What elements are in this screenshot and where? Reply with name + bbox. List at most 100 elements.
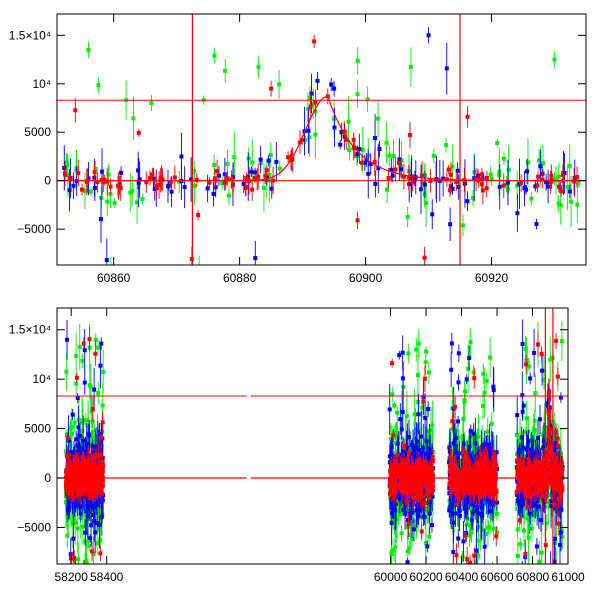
data-point-green xyxy=(481,371,486,376)
data-point-green xyxy=(527,364,532,369)
data-point-green xyxy=(365,97,370,102)
data-point-green xyxy=(390,392,395,397)
data-point-red xyxy=(480,188,485,193)
data-point-red xyxy=(102,177,107,182)
data-point-red xyxy=(501,183,506,188)
data-point-red xyxy=(264,168,269,173)
data-point-red xyxy=(230,183,235,188)
data-point-green xyxy=(307,95,312,100)
data-point-blue xyxy=(479,497,484,502)
data-point-green xyxy=(419,515,424,520)
data-point-green xyxy=(418,585,422,589)
data-point-blue xyxy=(545,401,550,406)
data-point-green xyxy=(406,351,411,356)
data-point-green xyxy=(420,405,425,410)
data-point-blue xyxy=(486,493,491,498)
data-point-blue xyxy=(95,444,100,449)
data-point-blue xyxy=(88,536,93,541)
data-point-blue xyxy=(475,585,479,589)
series-green xyxy=(64,47,581,265)
data-point-blue xyxy=(515,498,520,503)
data-point-blue xyxy=(455,168,460,173)
data-point-blue xyxy=(450,186,455,191)
data-point-red xyxy=(560,173,565,178)
data-point-green xyxy=(416,511,421,516)
data-point-blue xyxy=(469,494,474,499)
data-point-blue xyxy=(451,520,456,525)
data-point-blue xyxy=(76,586,80,590)
data-point-blue xyxy=(403,511,408,516)
data-point-blue xyxy=(405,560,410,564)
data-point-green xyxy=(431,153,436,158)
data-point-blue xyxy=(416,412,421,417)
data-point-red xyxy=(308,104,313,109)
data-point-blue xyxy=(253,170,258,175)
data-point-green xyxy=(469,435,474,440)
data-point-blue xyxy=(522,186,527,191)
data-point-blue xyxy=(494,500,499,505)
data-point-red xyxy=(150,172,155,177)
data-point-blue xyxy=(475,504,480,509)
data-point-red xyxy=(540,177,545,182)
data-point-blue xyxy=(462,181,467,186)
data-point-blue xyxy=(538,518,543,523)
data-point-green xyxy=(506,167,511,172)
data-point-blue xyxy=(572,176,577,181)
data-point-green xyxy=(394,431,399,436)
data-point-green xyxy=(86,47,91,52)
data-point-green xyxy=(424,200,429,205)
data-point-blue xyxy=(555,491,560,496)
data-point-blue xyxy=(417,448,422,453)
data-point-green xyxy=(212,162,217,167)
data-point-red xyxy=(372,160,377,165)
data-point-green xyxy=(464,522,469,527)
data-point-blue xyxy=(423,416,428,421)
data-point-green xyxy=(223,68,228,73)
data-point-red xyxy=(479,172,484,177)
data-point-red xyxy=(448,188,453,193)
data-point-blue xyxy=(338,142,343,147)
data-point-green xyxy=(91,552,96,557)
data-point-blue xyxy=(487,446,492,451)
data-point-blue xyxy=(389,167,394,172)
data-point-blue xyxy=(490,501,495,506)
data-point-green xyxy=(523,346,528,351)
data-point-green xyxy=(524,416,529,421)
data-point-green xyxy=(398,512,403,517)
data-point-green xyxy=(80,358,85,363)
data-point-blue xyxy=(216,173,221,178)
data-point-red xyxy=(359,160,364,165)
data-point-blue xyxy=(165,184,170,189)
data-point-blue xyxy=(456,351,461,356)
data-point-blue xyxy=(211,191,216,196)
data-point-blue xyxy=(395,441,400,446)
data-point-green xyxy=(529,196,534,201)
data-point-blue xyxy=(427,460,432,465)
data-point-red xyxy=(194,177,199,182)
data-point-blue xyxy=(92,185,97,190)
data-point-green xyxy=(460,223,465,228)
data-point-blue xyxy=(366,171,371,176)
data-point-blue xyxy=(421,504,426,509)
data-point-blue xyxy=(76,425,81,430)
data-point-blue xyxy=(416,514,421,519)
data-point-green xyxy=(515,506,520,511)
data-point-green xyxy=(403,438,408,443)
data-point-green xyxy=(541,588,545,592)
data-point-blue xyxy=(389,520,394,525)
data-point-green xyxy=(476,434,481,439)
x-tick-label: 60880 xyxy=(223,271,257,285)
data-point-green xyxy=(476,538,481,543)
data-point-green xyxy=(533,390,538,395)
data-point-green xyxy=(430,423,435,428)
data-point-blue xyxy=(451,549,456,554)
data-point-red xyxy=(118,186,123,191)
data-point-green xyxy=(542,424,547,429)
data-point-green xyxy=(177,179,182,184)
data-point-green xyxy=(556,174,561,179)
data-point-red xyxy=(454,179,459,184)
data-point-blue xyxy=(521,445,526,450)
series-blue xyxy=(64,319,565,590)
data-point-green xyxy=(463,389,468,394)
data-point-blue xyxy=(474,548,479,553)
